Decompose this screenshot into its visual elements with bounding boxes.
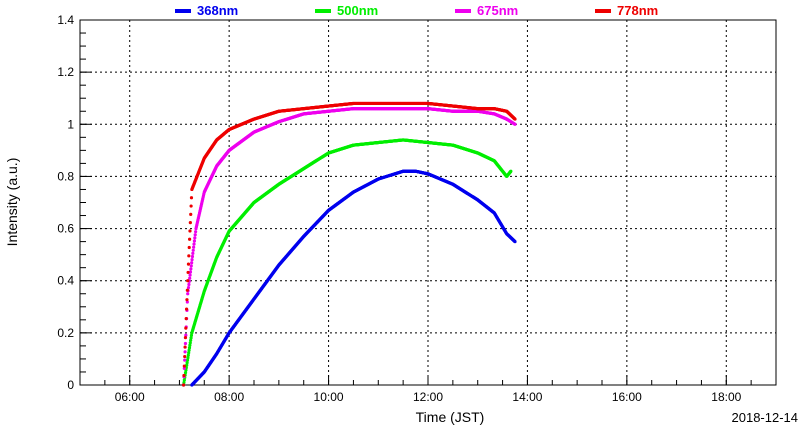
y-tick-label: 1 (67, 117, 74, 131)
series-368nm (190, 169, 517, 387)
data-point (187, 245, 191, 250)
data-point (193, 236, 197, 240)
data-point (189, 196, 194, 200)
x-tick-label: 14:00 (512, 390, 542, 404)
data-point (188, 237, 192, 241)
data-point (189, 267, 193, 271)
data-point (185, 363, 189, 367)
x-tick-label: 10:00 (314, 390, 344, 404)
data-point (186, 353, 190, 357)
data-point (188, 273, 192, 277)
data-point (192, 245, 196, 249)
data-point (513, 240, 517, 244)
x-tick-label: 12:00 (413, 390, 443, 404)
data-point (185, 300, 189, 304)
y-tick-label: 1.4 (57, 13, 74, 27)
data-point (188, 341, 192, 345)
axis-ticks: 06:00 08:00 10:00 12:00 14:00 16:00 18:00 0 0.2 0… (57, 13, 777, 404)
data-point (191, 248, 195, 252)
data-point (192, 242, 196, 246)
legend: 368nm 500nm 675nm 778nm (175, 3, 658, 18)
data-point (193, 233, 197, 237)
data-point (184, 317, 188, 321)
y-tick-label: 1.2 (57, 65, 74, 79)
data-point (190, 254, 195, 259)
x-tick-label: 06:00 (115, 390, 145, 404)
y-tick-label: 0 (67, 378, 74, 392)
data-point (182, 373, 186, 378)
data-point (186, 292, 190, 296)
data-point (186, 270, 190, 275)
y-tick-label: 0.4 (57, 274, 74, 288)
legend-label: 368nm (197, 3, 238, 18)
y-tick-label: 0.8 (57, 169, 74, 183)
legend-label: 778nm (617, 3, 658, 18)
data-point (188, 229, 192, 233)
data-point (189, 338, 193, 342)
data-point (513, 117, 517, 121)
data-point (188, 343, 192, 347)
data-point (184, 307, 189, 311)
data-point (189, 204, 193, 208)
data-point (183, 354, 187, 359)
series-675nm (181, 107, 517, 387)
data-point (183, 370, 188, 375)
x-tick-label: 18:00 (711, 390, 741, 404)
data-point (187, 348, 191, 352)
data-point (184, 326, 188, 330)
data-point (184, 333, 188, 337)
data-point (192, 239, 197, 243)
data-point (187, 254, 191, 258)
data-point (513, 122, 517, 126)
data-point (188, 270, 193, 274)
data-point (183, 350, 187, 354)
data-point (183, 341, 188, 346)
y-tick-label: 0.6 (57, 222, 74, 236)
legend-label: 500nm (337, 3, 378, 18)
x-axis-title: Time (JST) (416, 409, 485, 425)
data-point (183, 358, 187, 362)
data-point (186, 285, 191, 290)
data-point (186, 356, 190, 360)
data-point (186, 262, 191, 266)
data-point (190, 258, 194, 262)
data-point (186, 279, 190, 283)
data-point (190, 261, 194, 265)
series-778nm (181, 101, 517, 387)
data-point (191, 251, 195, 255)
data-point (182, 380, 186, 385)
data-point (185, 288, 189, 292)
x-tick-label: 08:00 (214, 390, 244, 404)
y-axis-title: Intensity (a.u.) (4, 158, 20, 247)
date-label: 2018-12-14 (732, 410, 799, 425)
data-point (187, 351, 191, 355)
data-point (185, 358, 190, 362)
x-tick-label: 16:00 (612, 390, 642, 404)
data-point (182, 366, 186, 371)
data-point (189, 336, 193, 340)
grid-lines (80, 20, 776, 385)
data-point (182, 364, 186, 368)
data-point (185, 361, 189, 365)
data-point (189, 333, 194, 337)
data-point (183, 336, 188, 340)
legend-label: 675nm (477, 3, 518, 18)
data-point (181, 383, 186, 387)
data-point (189, 264, 193, 268)
data-point (187, 282, 191, 287)
data-point (188, 221, 192, 225)
data-point (188, 276, 192, 280)
data-series (181, 101, 517, 387)
data-point (185, 298, 189, 302)
y-tick-label: 0.2 (57, 326, 74, 340)
data-point (509, 169, 513, 173)
data-point (182, 378, 186, 382)
data-point (183, 345, 187, 349)
data-point (189, 212, 193, 216)
data-point (194, 230, 198, 234)
data-point (187, 346, 192, 350)
series-500nm (181, 138, 513, 387)
